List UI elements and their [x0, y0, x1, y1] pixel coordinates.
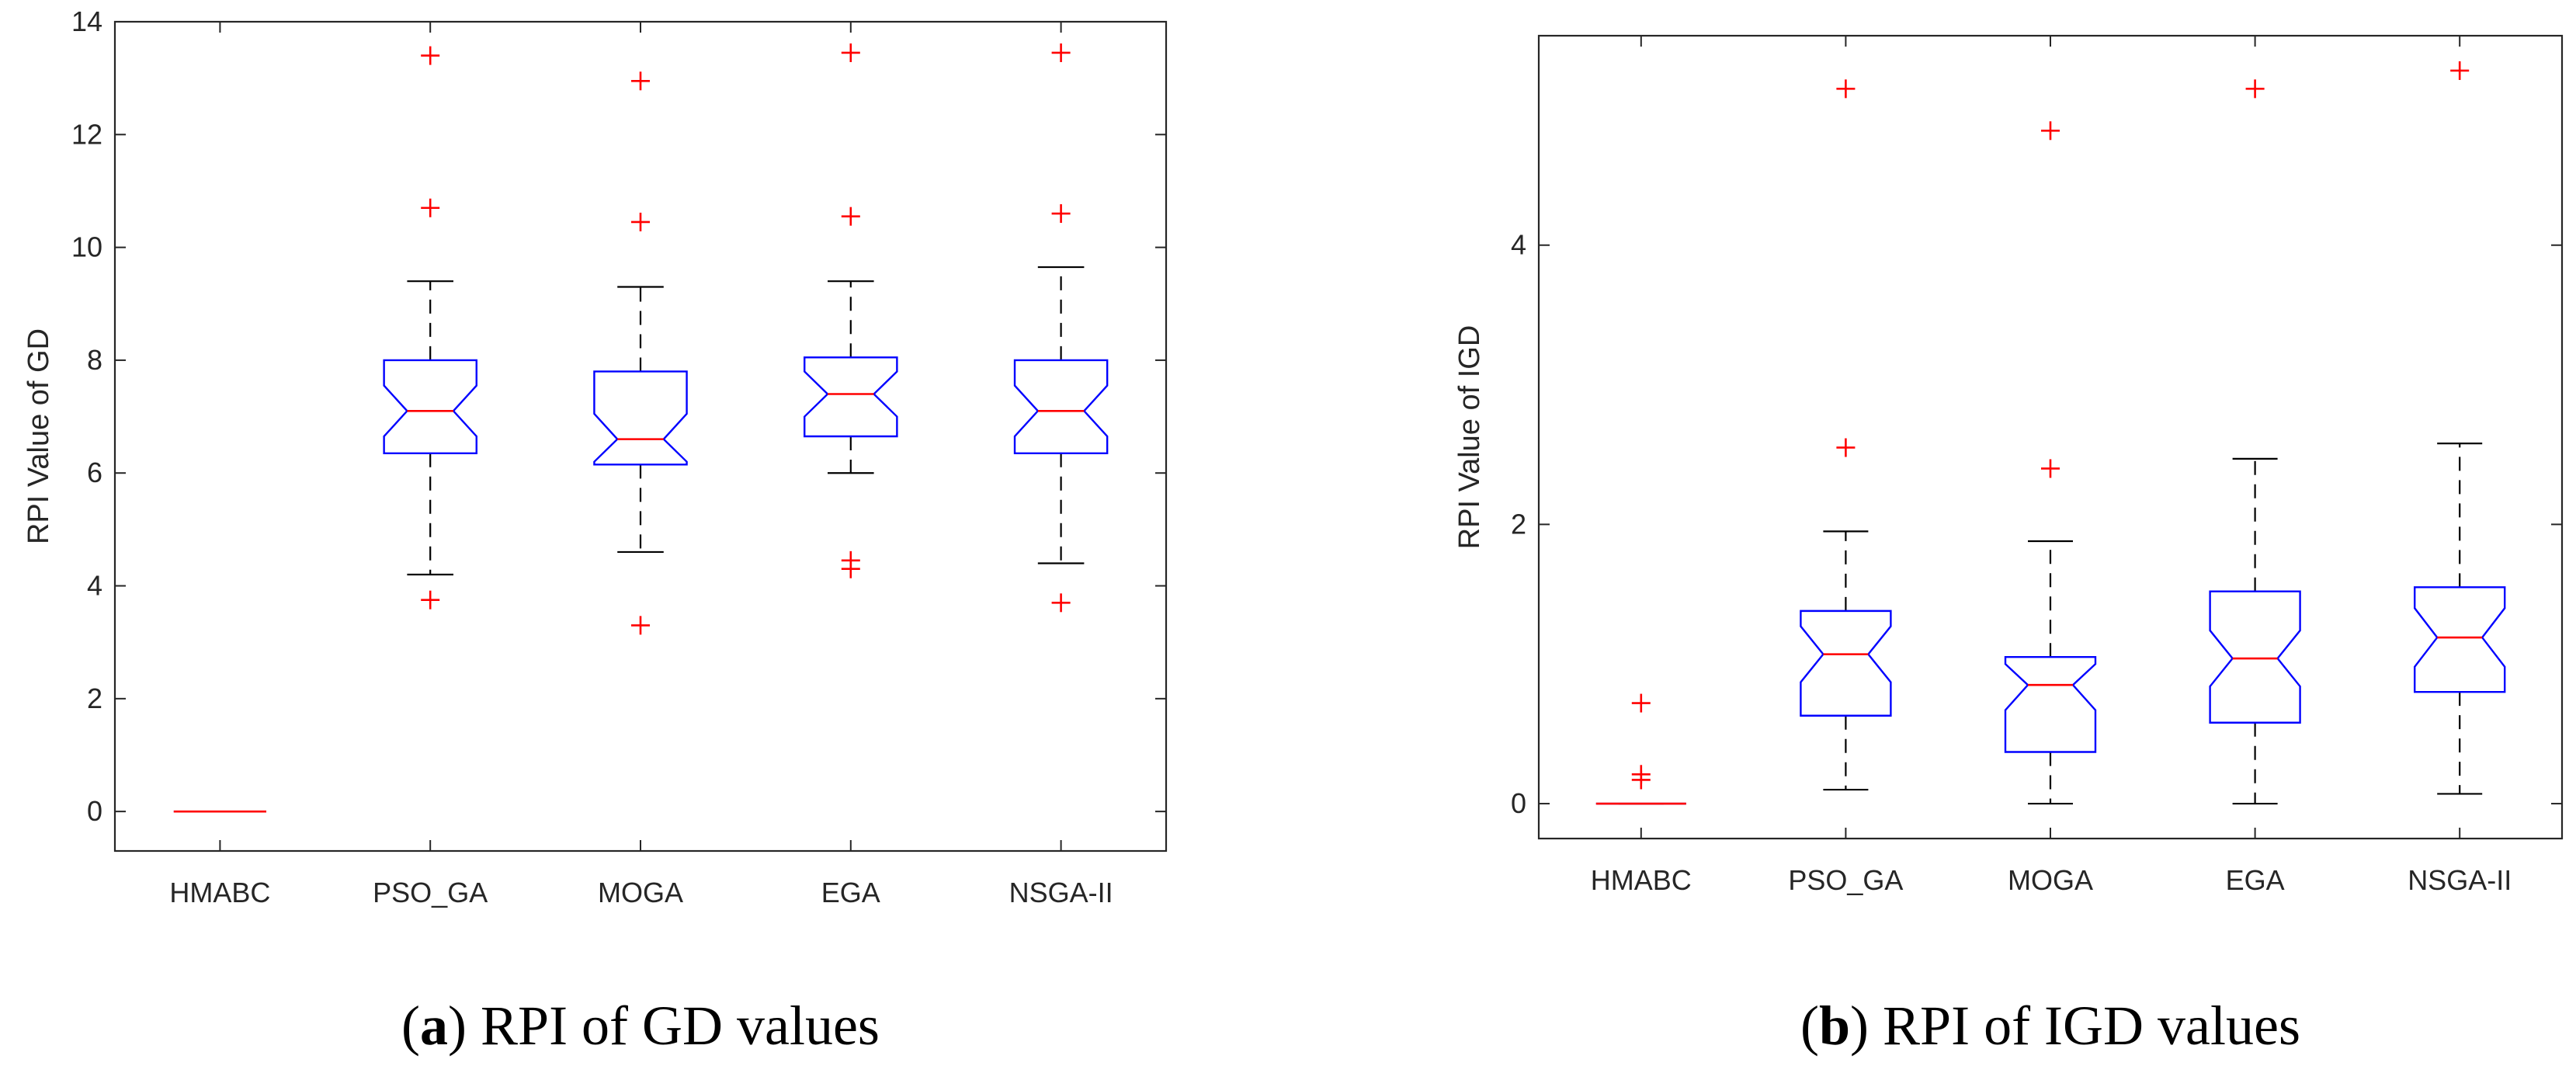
notched-box: [1800, 609, 1892, 717]
x-tick-label: HMABC: [1591, 864, 1692, 896]
plot-area-frame: [113, 20, 1168, 853]
caption-letter: a: [420, 995, 448, 1057]
notched-box: [593, 370, 688, 466]
y-tick-label: 14: [71, 5, 102, 37]
caption-letter: b: [1819, 995, 1850, 1057]
outlier-marker: [2245, 79, 2265, 99]
y-tick-label: 2: [87, 682, 102, 714]
y-axis-title: RPI Value of IGD: [1453, 325, 1486, 550]
box-pso-ga: [1800, 79, 1892, 791]
figure-caption: (b) RPI of IGD values: [1800, 995, 2300, 1057]
x-tick-label: PSO_GA: [1788, 864, 1903, 896]
outlier-marker: [1051, 593, 1071, 613]
y-tick-label: 4: [87, 570, 102, 602]
x-tick-label: HMABC: [169, 877, 270, 908]
y-tick-label: 10: [71, 231, 102, 263]
plot-area-frame: [1537, 34, 2564, 840]
outlier-marker: [1836, 79, 1856, 99]
y-tick-label: 12: [71, 118, 102, 150]
notched-box: [383, 359, 477, 454]
box-pso-ga: [383, 46, 477, 609]
caption-text: RPI of GD values: [481, 995, 880, 1057]
outlier-marker: [2450, 61, 2470, 80]
y-tick-label: 6: [87, 457, 102, 488]
outlier-marker: [1051, 204, 1071, 224]
y-tick-label: 0: [87, 795, 102, 827]
chart-panel-gd: 0 2 4 6 8 10 12 14 RPI Value of GD HMABC PSO_GA MOG…: [23, 5, 1168, 1057]
x-tick-label: EGA: [821, 877, 880, 908]
outlier-marker: [1631, 693, 1651, 713]
outlier-marker: [631, 212, 650, 231]
notched-box: [2209, 590, 2301, 724]
box-nsga-ii: [1013, 43, 1109, 613]
outlier-marker: [1051, 43, 1071, 62]
chart-panel-igd: 0 2 4 RPI Value of IGD HMABC PSO_GA MOGA EGA NSG…: [1453, 34, 2564, 1057]
outlier-marker: [421, 198, 440, 217]
y-tick-label: 8: [87, 344, 102, 376]
box-nsga-ii: [2414, 61, 2506, 795]
outlier-marker: [2041, 121, 2060, 141]
outlier-marker: [2041, 459, 2060, 478]
box-ega: [2209, 79, 2301, 805]
x-tick-label: NSGA-II: [1009, 877, 1113, 908]
y-axis-title: RPI Value of GD: [23, 328, 55, 544]
x-tick-label: PSO_GA: [373, 877, 488, 908]
figure-caption: (a) RPI of GD values: [401, 995, 880, 1057]
caption-text: RPI of IGD values: [1883, 995, 2300, 1057]
box-moga: [593, 71, 688, 635]
x-tick-label: NSGA-II: [2408, 864, 2512, 896]
notched-box: [1013, 359, 1109, 454]
caption-paren-close: ): [1850, 995, 1883, 1057]
x-tick-label: EGA: [2226, 864, 2285, 896]
caption-paren-close: ): [448, 995, 481, 1057]
y-tick-label: 2: [1511, 508, 1526, 540]
outlier-marker: [631, 71, 650, 91]
outlier-marker: [421, 46, 440, 65]
caption-paren-open: (: [1800, 995, 1819, 1057]
outlier-marker: [841, 43, 860, 62]
box-hmabc: [1595, 693, 1686, 805]
outlier-marker: [1631, 765, 1651, 784]
outlier-marker: [841, 207, 860, 226]
caption-paren-open: (: [401, 995, 420, 1057]
notched-box: [804, 356, 898, 438]
outlier-marker: [1836, 438, 1856, 457]
outlier-marker: [631, 616, 650, 635]
x-tick-label: MOGA: [2008, 864, 2093, 896]
y-tick-label: 4: [1511, 229, 1526, 261]
box-ega: [804, 43, 898, 578]
box-moga: [2004, 121, 2097, 805]
outlier-marker: [421, 590, 440, 609]
y-tick-label: 0: [1511, 787, 1526, 819]
notched-box: [2414, 586, 2506, 693]
outlier-marker: [841, 550, 860, 570]
x-tick-label: MOGA: [598, 877, 683, 908]
notched-box: [2004, 656, 2097, 753]
